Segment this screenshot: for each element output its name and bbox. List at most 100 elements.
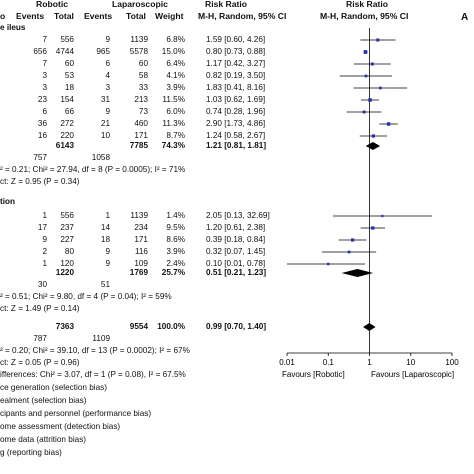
subgroup-differences: ifferences: Chi² = 3.07, df = 1 (P = 0.0… — [0, 370, 186, 379]
total1-cell: 4744 — [55, 47, 74, 56]
subtotal-diamond — [365, 142, 381, 150]
point-estimate — [378, 86, 382, 90]
total2-cell: 33 — [138, 83, 148, 92]
col-events1-header: Events — [16, 11, 45, 21]
total1-cell: 53 — [64, 71, 74, 80]
total1-cell: 272 — [60, 119, 74, 128]
events1-cell: 6 — [42, 107, 47, 116]
events2-cell: 3 — [105, 83, 110, 92]
overall-effect-test: ct: Z = 0.05 (P = 0.96) — [0, 358, 80, 367]
col-weight-header: Weight — [155, 11, 184, 21]
events1-cell: 2 — [42, 247, 47, 256]
point-estimate — [368, 98, 372, 102]
events2-cell: 18 — [100, 235, 110, 244]
subgroup-title: e ileus — [0, 23, 26, 32]
ci-cell: 0.80 [0.73, 0.88] — [206, 47, 266, 56]
events1-cell: 1 — [42, 211, 47, 220]
total1-cell: 66 — [64, 107, 74, 116]
ci-cell: 1.17 [0.42, 3.27] — [206, 59, 266, 68]
total2-cell: 171 — [134, 131, 148, 140]
total2-cell: 1139 — [130, 211, 148, 220]
x-tick-label: 0.1 — [323, 358, 335, 367]
col-total2-header: Total — [126, 11, 146, 21]
total2-cell: 213 — [134, 95, 148, 104]
col-events2-header: Events — [84, 11, 113, 21]
total1-cell: 556 — [60, 211, 74, 220]
subtotal-n1: 1220 — [55, 268, 74, 277]
ci-cell: 2.05 [0.13, 32.69] — [206, 211, 270, 220]
point-estimate — [347, 250, 351, 254]
events2-cell: 31 — [100, 95, 110, 104]
events2-cell: 14 — [100, 223, 110, 232]
total-events-e1: 757 — [33, 153, 47, 162]
subtotal-n1: 6143 — [55, 141, 74, 150]
events2-cell: 9 — [105, 247, 110, 256]
weight-cell: 8.6% — [166, 235, 185, 244]
events1-cell: 9 — [42, 235, 47, 244]
overall-n2: 9554 — [129, 322, 148, 331]
ci-cell: 1.03 [0.62, 1.69] — [206, 95, 266, 104]
total1-cell: 18 — [64, 83, 74, 92]
weight-cell: 4.1% — [166, 71, 185, 80]
point-estimate — [381, 214, 384, 218]
total1-cell: 556 — [60, 35, 74, 44]
overall-diamond — [363, 323, 376, 331]
weight-cell: 1.4% — [166, 211, 185, 220]
col-study-header: o — [0, 11, 6, 21]
total1-cell: 60 — [64, 59, 74, 68]
subtotal-diamond — [341, 269, 374, 277]
weight-cell: 9.5% — [166, 223, 185, 232]
weight-cell: 8.7% — [166, 131, 185, 140]
total2-cell: 116 — [134, 247, 148, 256]
events2-cell: 9 — [105, 107, 110, 116]
overall-ci: 0.99 [0.70, 1.40] — [206, 322, 267, 331]
risk-ratio-plot-title: Risk Ratio — [346, 0, 389, 9]
events2-cell: 4 — [105, 71, 110, 80]
total2-cell: 58 — [138, 71, 148, 80]
total1-cell: 237 — [60, 223, 74, 232]
total-events-e2: 1058 — [91, 153, 110, 162]
subgroup-title: tion — [0, 197, 16, 206]
ci-cell: 1.59 [0.60, 4.26] — [206, 35, 266, 44]
risk-ratio-text-title: Risk Ratio — [205, 0, 248, 9]
bias-legend-item: ome data (attrition bias) — [0, 435, 87, 444]
total2-cell: 5578 — [129, 47, 148, 56]
total1-cell: 80 — [64, 247, 74, 256]
weight-cell: 3.9% — [166, 83, 185, 92]
overall-events-e2: 1109 — [92, 334, 110, 343]
overall-heterogeneity: ² = 0.20; Chi² = 39.10, df = 13 (P = 0.0… — [0, 346, 190, 355]
group1-header: Robotic — [36, 0, 68, 9]
x-tick-label: 0.01 — [279, 358, 295, 367]
point-estimate — [376, 38, 380, 42]
total-events-e2: 51 — [100, 280, 110, 289]
overall-events-e1: 787 — [33, 334, 47, 343]
events1-cell: 36 — [37, 119, 47, 128]
weight-cell: 15.0% — [161, 47, 185, 56]
total2-cell: 109 — [134, 259, 148, 268]
total1-cell: 120 — [60, 259, 74, 268]
total2-cell: 73 — [138, 107, 148, 116]
ci-cell: 0.10 [0.01, 0.78] — [206, 259, 266, 268]
ci-cell: 0.39 [0.18, 0.84] — [206, 235, 266, 244]
ci-cell: 0.82 [0.19, 3.50] — [206, 71, 266, 80]
weight-cell: 6.8% — [166, 35, 185, 44]
point-estimate — [370, 62, 374, 66]
events2-cell: 10 — [100, 131, 110, 140]
total2-cell: 60 — [138, 59, 148, 68]
col-method-plot-header: M-H, Random, 95% CI — [320, 11, 409, 21]
weight-cell: 11.5% — [162, 95, 185, 104]
total2-cell: 171 — [134, 235, 148, 244]
weight-cell: 2.4% — [166, 259, 185, 268]
point-estimate — [351, 238, 355, 242]
events2-cell: 9 — [105, 259, 110, 268]
col-total1-header: Total — [54, 11, 74, 21]
weight-cell: 3.9% — [166, 247, 185, 256]
point-estimate — [371, 226, 375, 230]
ci-cell: 1.24 [0.58, 2.67] — [206, 131, 266, 140]
ci-cell: 1.83 [0.41, 8.16] — [206, 83, 266, 92]
subtotal-ci: 0.51 [0.21, 1.23] — [206, 268, 267, 277]
bias-legend-item: g (reporting bias) — [0, 448, 62, 457]
subtotal-weight: 25.7% — [161, 268, 185, 277]
events1-cell: 7 — [42, 59, 47, 68]
point-estimate — [327, 262, 330, 266]
